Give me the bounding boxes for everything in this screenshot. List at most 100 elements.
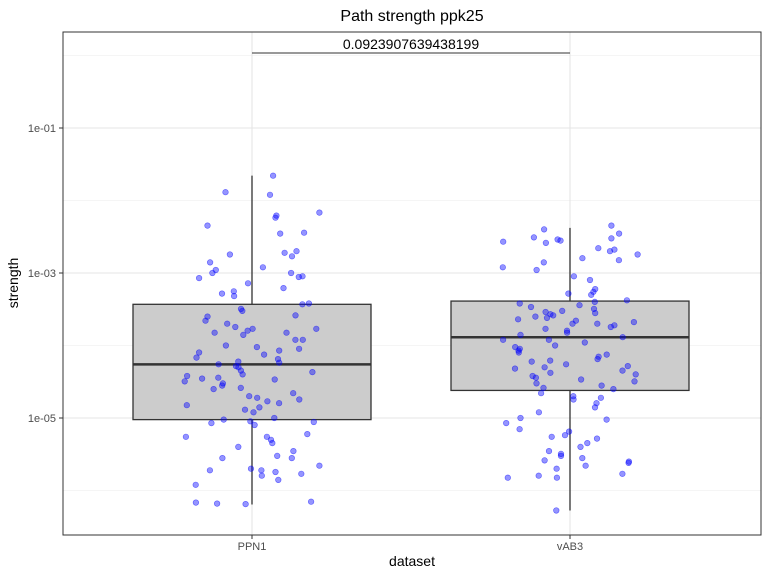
data-point-vab3 xyxy=(548,433,555,440)
data-point-ppn1 xyxy=(220,416,227,423)
data-point-vab3 xyxy=(603,416,610,423)
data-point-ppn1 xyxy=(298,470,305,477)
data-point-ppn1 xyxy=(288,253,296,260)
data-point-vab3 xyxy=(608,235,615,242)
data-point-ppn1 xyxy=(193,354,200,361)
data-point-vab3 xyxy=(542,239,550,246)
data-point-vab3 xyxy=(619,367,626,374)
data-point-ppn1 xyxy=(235,443,242,451)
data-point-ppn1 xyxy=(269,440,276,447)
data-point-ppn1 xyxy=(264,398,271,405)
data-point-vab3 xyxy=(542,325,549,332)
data-point-ppn1 xyxy=(237,367,244,374)
data-point-vab3 xyxy=(577,443,584,451)
data-point-vab3 xyxy=(547,369,554,376)
data-point-vab3 xyxy=(615,257,623,264)
data-point-vab3 xyxy=(606,248,614,255)
data-point-vab3 xyxy=(500,238,507,245)
data-point-vab3 xyxy=(540,259,547,266)
data-point-vab3 xyxy=(500,336,507,343)
data-point-ppn1 xyxy=(247,465,255,472)
data-point-ppn1 xyxy=(293,248,300,255)
data-point-vab3 xyxy=(610,386,617,393)
data-point-ppn1 xyxy=(272,468,279,476)
y-tick-label: 1e-05 xyxy=(28,413,56,425)
data-point-ppn1 xyxy=(184,372,191,380)
data-point-vab3 xyxy=(529,372,536,380)
data-point-vab3 xyxy=(594,320,601,327)
data-point-vab3 xyxy=(530,234,538,241)
data-point-vab3 xyxy=(504,474,511,481)
data-point-ppn1 xyxy=(275,476,282,484)
data-point-ppn1 xyxy=(244,327,251,334)
data-point-vab3 xyxy=(547,357,554,364)
data-point-ppn1 xyxy=(305,300,313,307)
data-point-ppn1 xyxy=(290,390,297,397)
data-point-ppn1 xyxy=(313,325,320,332)
data-point-vab3 xyxy=(593,435,601,442)
data-point-ppn1 xyxy=(276,400,283,407)
data-point-vab3 xyxy=(511,365,519,372)
significance-bracket: 0.0923907639438199 xyxy=(252,36,570,54)
data-point-ppn1 xyxy=(261,351,268,358)
data-point-vab3 xyxy=(630,319,638,326)
data-point-ppn1 xyxy=(182,433,189,440)
data-point-ppn1 xyxy=(207,259,214,266)
data-point-ppn1 xyxy=(283,329,290,336)
data-point-vab3 xyxy=(551,342,559,349)
data-point-ppn1 xyxy=(247,418,254,425)
data-point-vab3 xyxy=(634,251,641,258)
data-point-vab3 xyxy=(570,273,578,280)
data-point-ppn1 xyxy=(309,369,316,376)
data-point-vab3 xyxy=(550,312,557,319)
data-point-ppn1 xyxy=(204,222,211,229)
data-point-ppn1 xyxy=(304,431,311,438)
data-point-ppn1 xyxy=(290,448,297,455)
data-point-vab3 xyxy=(603,351,610,358)
data-point-vab3 xyxy=(499,264,506,271)
data-point-ppn1 xyxy=(215,361,222,368)
data-point-ppn1 xyxy=(222,189,229,196)
chart-title: Path strength ppk25 xyxy=(340,8,483,25)
data-point-ppn1 xyxy=(196,349,203,356)
data-point-vab3 xyxy=(615,230,623,237)
data-point-vab3 xyxy=(541,364,548,371)
data-point-vab3 xyxy=(517,414,524,422)
data-point-vab3 xyxy=(632,371,639,378)
data-point-vab3 xyxy=(584,440,591,447)
data-point-vab3 xyxy=(535,409,543,416)
data-point-vab3 xyxy=(553,465,560,472)
data-point-ppn1 xyxy=(299,336,306,343)
data-point-vab3 xyxy=(595,245,602,252)
data-point-ppn1 xyxy=(215,374,222,381)
x-tick-label: PPN1 xyxy=(238,541,267,553)
data-point-vab3 xyxy=(579,255,586,262)
data-point-ppn1 xyxy=(271,376,278,383)
data-point-ppn1 xyxy=(277,230,284,237)
data-point-vab3 xyxy=(540,384,547,392)
data-point-ppn1 xyxy=(192,481,199,488)
data-point-vab3 xyxy=(545,448,553,455)
data-point-ppn1 xyxy=(267,436,275,443)
data-point-ppn1 xyxy=(250,409,257,416)
data-point-vab3 xyxy=(533,380,540,387)
data-point-vab3 xyxy=(557,452,565,460)
y-axis-title: strength xyxy=(5,258,21,309)
y-axis: 1e-01 1e-03 1e-05 xyxy=(28,123,63,425)
data-point-vab3 xyxy=(515,349,522,356)
data-point-vab3 xyxy=(565,290,572,297)
data-point-ppn1 xyxy=(310,418,317,426)
data-point-vab3 xyxy=(608,222,615,229)
data-point-ppn1 xyxy=(226,251,233,258)
data-point-vab3 xyxy=(557,450,565,458)
data-point-vab3 xyxy=(559,307,566,315)
data-point-ppn1 xyxy=(274,356,282,363)
p-value-label: 0.0923907639438199 xyxy=(343,36,479,52)
data-point-ppn1 xyxy=(219,382,226,389)
data-point-vab3 xyxy=(623,297,631,304)
data-point-ppn1 xyxy=(211,329,218,336)
x-tick-label: vAB3 xyxy=(557,541,583,553)
data-point-ppn1 xyxy=(258,467,265,474)
panel-border xyxy=(62,31,762,536)
data-point-ppn1 xyxy=(224,320,231,327)
